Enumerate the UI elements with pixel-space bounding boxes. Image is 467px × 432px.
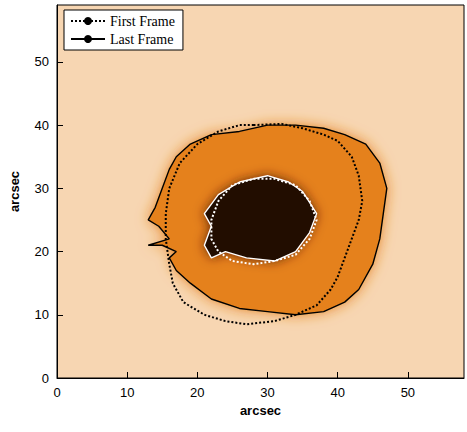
svg-text:Last Frame: Last Frame — [110, 32, 173, 47]
svg-text:20: 20 — [190, 385, 204, 400]
svg-text:30: 30 — [35, 181, 49, 196]
svg-text:50: 50 — [35, 54, 49, 69]
svg-text:20: 20 — [35, 244, 49, 259]
svg-text:0: 0 — [42, 371, 49, 386]
svg-text:arcsec: arcsec — [7, 171, 22, 212]
svg-text:40: 40 — [330, 385, 344, 400]
svg-text:First Frame: First Frame — [110, 14, 175, 29]
svg-text:40: 40 — [35, 118, 49, 133]
svg-text:30: 30 — [260, 385, 274, 400]
svg-text:0: 0 — [53, 385, 60, 400]
svg-text:arcsec: arcsec — [240, 403, 281, 418]
svg-text:50: 50 — [401, 385, 415, 400]
svg-text:10: 10 — [120, 385, 134, 400]
svg-text:10: 10 — [35, 307, 49, 322]
